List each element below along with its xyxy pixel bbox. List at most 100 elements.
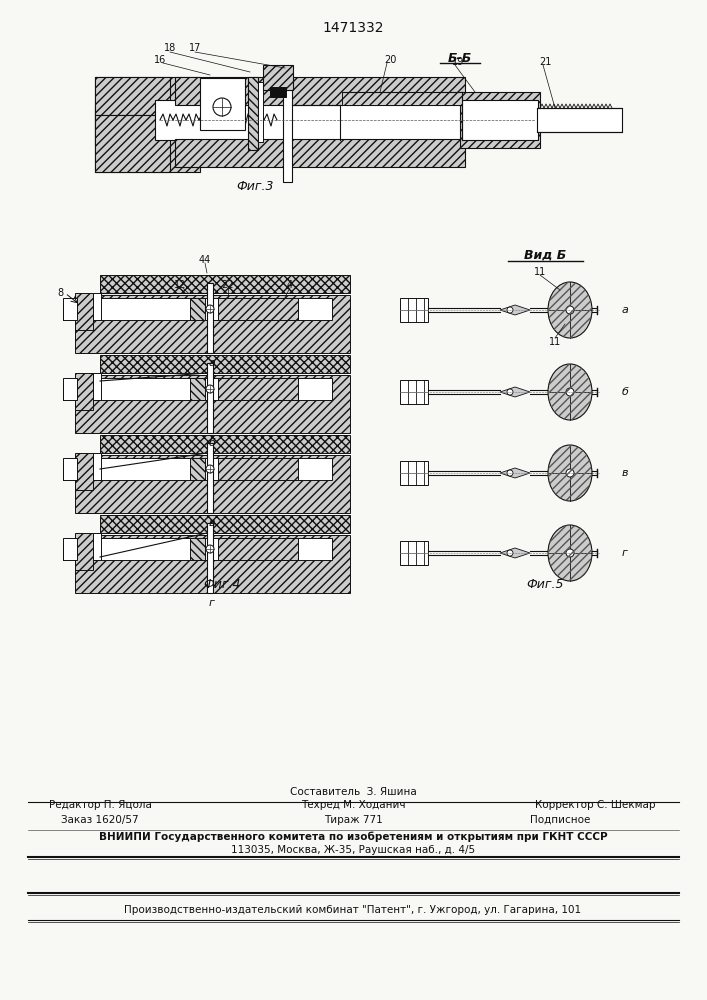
Bar (95, 77, 200, 172)
Bar (75, 533, 93, 570)
Circle shape (566, 388, 574, 396)
Text: 4: 4 (287, 280, 293, 290)
Ellipse shape (548, 445, 592, 501)
Text: в: в (621, 468, 629, 478)
Bar (218, 538, 298, 560)
Text: 11: 11 (549, 337, 561, 347)
Bar (218, 378, 298, 400)
Bar (207, 283, 213, 353)
Bar (218, 298, 298, 320)
Bar (400, 380, 428, 404)
Text: Корректор С. Шекмар: Корректор С. Шекмар (534, 800, 655, 810)
Text: г: г (622, 548, 628, 558)
Polygon shape (500, 468, 530, 478)
Bar (400, 461, 428, 485)
Text: 20: 20 (384, 55, 396, 65)
Text: Техред М. Ходанич: Техред М. Ходанич (300, 800, 405, 810)
Circle shape (206, 305, 214, 313)
Bar (93, 538, 332, 560)
Text: Вид Б: Вид Б (524, 248, 566, 261)
Text: 21: 21 (539, 57, 551, 67)
Text: 11: 11 (534, 267, 546, 277)
Circle shape (507, 550, 513, 556)
Circle shape (507, 307, 513, 313)
Circle shape (566, 469, 574, 477)
Bar (190, 378, 205, 400)
Bar (95, 77, 170, 115)
Text: Редактор П. Яцола: Редактор П. Яцола (49, 800, 151, 810)
Text: Б-Б: Б-Б (448, 51, 472, 64)
Text: 19: 19 (452, 57, 464, 67)
Bar (75, 453, 93, 490)
Ellipse shape (548, 525, 592, 581)
Text: Заказ 1620/57: Заказ 1620/57 (62, 815, 139, 825)
Text: 17: 17 (189, 43, 201, 53)
Text: Тираж 771: Тираж 771 (324, 815, 382, 825)
Bar (207, 363, 213, 433)
Bar (462, 100, 538, 140)
Bar (93, 453, 101, 480)
Bar (100, 275, 350, 293)
Text: 22: 22 (222, 280, 234, 290)
Text: Составитель  З. Яшина: Составитель З. Яшина (290, 787, 416, 797)
Ellipse shape (548, 364, 592, 420)
Text: 1471332: 1471332 (322, 21, 384, 35)
Bar (63, 378, 77, 400)
Circle shape (566, 306, 574, 314)
Polygon shape (500, 387, 530, 397)
Bar (207, 443, 213, 513)
Text: а: а (209, 358, 216, 368)
Bar (75, 455, 350, 513)
Bar (190, 538, 205, 560)
Text: в: в (209, 518, 215, 528)
Bar (93, 298, 332, 320)
Bar (75, 293, 93, 330)
Text: г: г (209, 598, 215, 608)
Bar (75, 375, 350, 433)
Bar (270, 87, 286, 97)
Bar (93, 293, 101, 320)
Text: Фиг.3: Фиг.3 (236, 180, 274, 192)
Bar (207, 523, 213, 593)
Bar (93, 458, 332, 480)
Bar (95, 105, 125, 145)
Bar (100, 435, 350, 453)
Bar (93, 533, 101, 560)
Bar (63, 298, 77, 320)
Text: 44: 44 (199, 255, 211, 265)
Bar (263, 65, 293, 90)
Text: Производственно-издательский комбинат "Патент", г. Ужгород, ул. Гагарина, 101: Производственно-издательский комбинат "П… (124, 905, 582, 915)
Bar (75, 295, 350, 353)
Bar (63, 458, 77, 480)
Circle shape (206, 545, 214, 553)
Text: 18: 18 (164, 43, 176, 53)
Bar (75, 535, 350, 593)
Bar (400, 541, 428, 565)
Ellipse shape (548, 282, 592, 338)
Bar (155, 100, 495, 140)
Bar (218, 458, 298, 480)
Circle shape (566, 549, 574, 557)
Circle shape (206, 385, 214, 393)
Circle shape (507, 389, 513, 395)
Bar (258, 82, 263, 142)
Text: ВНИИПИ Государственного комитета по изобретениям и открытиям при ГКНТ СССР: ВНИИПИ Государственного комитета по изоб… (99, 832, 607, 842)
Bar (248, 77, 258, 150)
Circle shape (206, 465, 214, 473)
Text: 16: 16 (154, 55, 166, 65)
Bar (63, 538, 77, 560)
Bar (190, 298, 205, 320)
Bar (100, 355, 350, 373)
Text: Подписное: Подписное (530, 815, 590, 825)
Bar (93, 373, 101, 400)
Text: 12: 12 (174, 280, 186, 290)
Bar (400, 298, 428, 322)
Text: а: а (621, 305, 629, 315)
Text: Фиг.4: Фиг.4 (203, 578, 241, 591)
Bar (93, 378, 332, 400)
Bar (200, 78, 245, 130)
Circle shape (507, 470, 513, 476)
Bar (175, 77, 465, 105)
Polygon shape (500, 548, 530, 558)
Text: Фиг.5: Фиг.5 (526, 578, 563, 591)
